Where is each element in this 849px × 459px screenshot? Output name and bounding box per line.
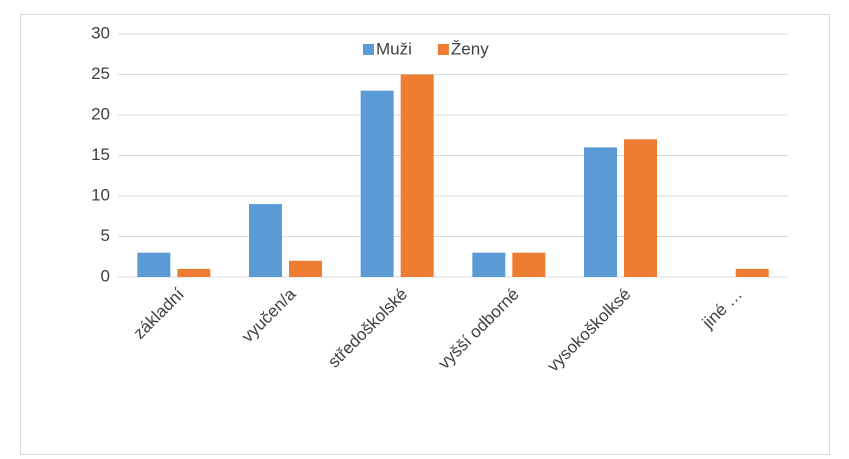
y-tick-label: 30 [91, 23, 110, 42]
legend-swatch [363, 44, 374, 55]
y-tick-label: 25 [91, 64, 110, 83]
y-tick-label: 20 [91, 104, 110, 123]
y-tick-label: 5 [101, 226, 110, 245]
bar [360, 90, 394, 277]
bar [512, 252, 546, 277]
y-tick-label: 0 [101, 266, 110, 285]
legend-label: Ženy [451, 39, 489, 58]
bar [624, 139, 657, 277]
bar [584, 147, 617, 277]
legend-swatch [437, 44, 449, 55]
y-tick-label: 15 [91, 145, 110, 164]
bar [289, 260, 322, 277]
legend-label: Muži [376, 39, 412, 58]
y-tick-label: 10 [91, 185, 110, 204]
bar [400, 74, 434, 277]
bar [137, 252, 171, 277]
bar [472, 252, 506, 277]
bar [249, 204, 282, 277]
bar [735, 268, 769, 277]
bar [177, 268, 211, 277]
